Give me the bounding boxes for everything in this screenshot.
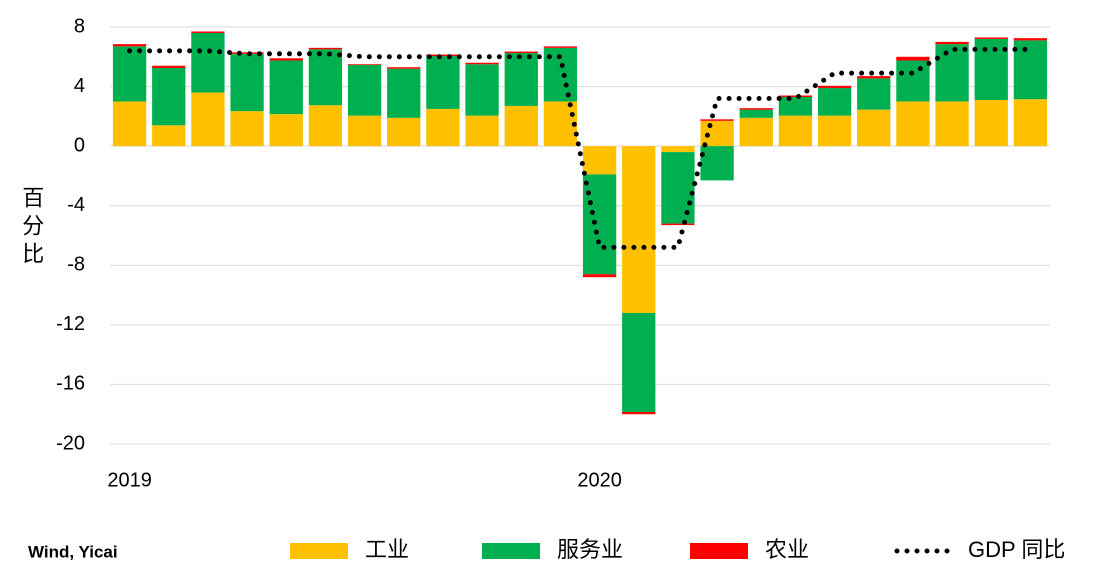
bar-segment — [582, 146, 617, 175]
x-tick-label: 2019 — [107, 469, 152, 491]
bar-segment — [269, 114, 303, 147]
bar-segment — [308, 49, 343, 106]
bar-segment — [465, 64, 499, 116]
bar-segment — [112, 101, 147, 147]
y-tick-label: -8 — [67, 254, 85, 276]
bar-segment — [1013, 99, 1048, 147]
bar-segment — [778, 95, 813, 97]
bar-segment — [152, 65, 186, 68]
bar-segment — [661, 146, 695, 153]
bar-segment — [426, 108, 460, 147]
bar-segment — [622, 146, 656, 313]
bar-segment — [504, 53, 538, 106]
bar-segment — [347, 64, 382, 65]
bar-segment — [622, 411, 656, 415]
y-tick-label: -4 — [67, 194, 85, 216]
bar-segment — [935, 41, 969, 45]
legend-label: GDP 同比 — [968, 537, 1065, 562]
bar-segment — [269, 58, 303, 61]
bar-segment — [974, 37, 1008, 39]
bar-segment — [191, 31, 225, 33]
y-tick-label: 4 — [74, 75, 85, 97]
bar-segment — [1013, 40, 1048, 100]
bar-segment — [896, 101, 930, 147]
bar-segment — [308, 105, 343, 147]
bar-segment — [387, 67, 421, 69]
bar-segment — [739, 108, 773, 110]
bar-segment — [582, 274, 617, 278]
bar-segment — [896, 56, 930, 61]
bar-segment — [935, 44, 969, 102]
bar-segment — [230, 53, 264, 112]
bar-segment — [817, 85, 852, 89]
y-tick-label: -20 — [56, 432, 85, 454]
bar-segment — [857, 109, 891, 147]
bar-segment — [700, 120, 734, 147]
bar-segment — [426, 54, 460, 57]
bar-segment — [112, 46, 147, 102]
bar-segment — [465, 62, 499, 65]
bar-segment — [347, 64, 382, 116]
bar-segment — [152, 125, 186, 147]
bar-segment — [387, 117, 421, 147]
x-tick-label: 2020 — [577, 469, 622, 491]
legend-swatch — [290, 543, 348, 559]
bar-segment — [230, 52, 264, 54]
y-tick-label: -12 — [56, 313, 85, 335]
bar-segment — [817, 115, 852, 147]
y-tick-label: 0 — [74, 134, 85, 156]
bar-segment — [817, 88, 852, 116]
bar-segment — [504, 51, 538, 54]
bar-segment — [230, 111, 264, 147]
bar-segment — [622, 312, 656, 412]
bar-segment — [857, 76, 891, 79]
bar-segment — [269, 60, 303, 115]
y-tick-label: -16 — [56, 373, 85, 395]
source-note: Wind, Yicai — [28, 542, 118, 561]
bar-segment — [700, 119, 734, 121]
bar-segment — [739, 117, 773, 147]
bar-segment — [739, 109, 773, 118]
bar-segment — [935, 101, 969, 147]
bar-segment — [465, 115, 499, 147]
bar-segment — [974, 38, 1008, 100]
bar-segment — [387, 68, 421, 118]
bar-segment — [543, 46, 578, 48]
legend-swatch — [690, 543, 748, 559]
legend-label: 工业 — [365, 537, 409, 562]
bar-segment — [582, 174, 617, 275]
bar-segment — [426, 56, 460, 109]
bar-segment — [308, 47, 343, 50]
y-axis-label-text: 百分比 — [19, 186, 44, 270]
bar-segment — [778, 96, 813, 116]
bar-segment — [974, 99, 1008, 147]
legend-label: 服务业 — [557, 537, 623, 562]
bar-segment — [152, 67, 186, 126]
gdp-line — [127, 46, 1033, 250]
bar-segment — [504, 105, 538, 147]
bar-segment — [661, 223, 695, 226]
bar-segment — [896, 60, 930, 102]
bar-segment — [543, 101, 578, 147]
y-tick-label: 8 — [74, 15, 85, 37]
bar-segment — [347, 115, 382, 147]
legend-label: 农业 — [765, 537, 809, 562]
bar-segment — [1013, 38, 1048, 41]
bar-segment — [191, 92, 225, 147]
legend-swatch — [482, 543, 540, 559]
bar-segment — [857, 78, 891, 110]
bar-segment — [700, 146, 734, 181]
bar-segment — [778, 115, 813, 147]
bar-segment — [112, 44, 147, 47]
bar-segment — [661, 152, 695, 224]
bar-segment — [191, 32, 225, 93]
